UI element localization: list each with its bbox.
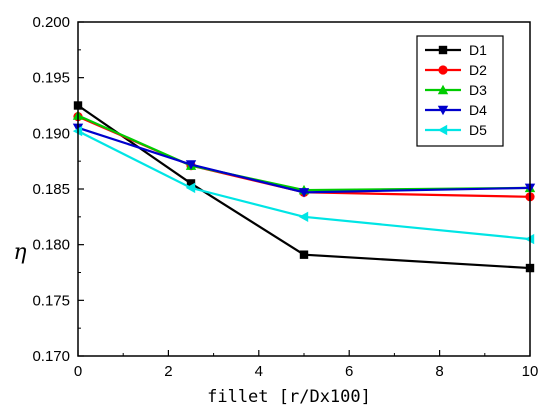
plot-area-frame xyxy=(77,21,531,357)
y-tick-label: 0.180 xyxy=(32,237,70,254)
x-tick-label: 0 xyxy=(74,363,82,380)
legend-label: D2 xyxy=(469,62,487,78)
legend-entry: D4 xyxy=(425,102,487,118)
series-line xyxy=(77,104,531,270)
y-tick-label: 0.175 xyxy=(32,292,70,309)
series-lines xyxy=(72,101,536,273)
data-point xyxy=(186,179,196,188)
series-line xyxy=(77,130,531,241)
y-tick-label: 0.170 xyxy=(32,348,70,365)
data-point xyxy=(185,160,197,170)
y-tick-label: 0.190 xyxy=(32,125,70,142)
legend-marker xyxy=(437,105,449,116)
legend-entry: D1 xyxy=(425,42,487,58)
legend-label: D3 xyxy=(469,82,487,98)
x-tick-label: 4 xyxy=(255,363,263,380)
legend-marker xyxy=(438,65,448,75)
x-tick-label: 2 xyxy=(164,363,172,380)
legend-marker xyxy=(438,45,448,55)
legend-entry: D2 xyxy=(425,62,487,78)
legend-label: D1 xyxy=(469,42,487,58)
y-tick-label: 0.195 xyxy=(32,70,70,87)
data-point xyxy=(299,250,309,259)
legend-entry: D5 xyxy=(425,122,487,138)
data-point xyxy=(298,188,310,198)
series-line xyxy=(77,126,531,194)
legend-marker xyxy=(437,124,448,136)
data-point xyxy=(298,211,309,223)
legend-label: D4 xyxy=(469,102,487,118)
legend-entry: D3 xyxy=(425,82,487,98)
data-point xyxy=(185,182,196,194)
legend-marker xyxy=(437,84,449,95)
legend-label: D5 xyxy=(469,122,487,138)
legend: D1 D2 D3 D4 D5 xyxy=(416,35,504,147)
x-tick-label: 8 xyxy=(435,363,443,380)
x-tick-label: 10 xyxy=(522,363,539,380)
x-tick-label: 6 xyxy=(345,363,353,380)
y-axis-label: η xyxy=(13,240,26,265)
y-tick-label: 0.185 xyxy=(32,181,70,198)
y-tick-label: 0.200 xyxy=(32,14,70,31)
tick-labels: 0 2 4 6 8 10 0.170 0.175 0.180 0.185 0.190 0.195 0.2… xyxy=(32,14,538,380)
x-axis-label: fillet [r/Dx100] xyxy=(207,387,371,407)
